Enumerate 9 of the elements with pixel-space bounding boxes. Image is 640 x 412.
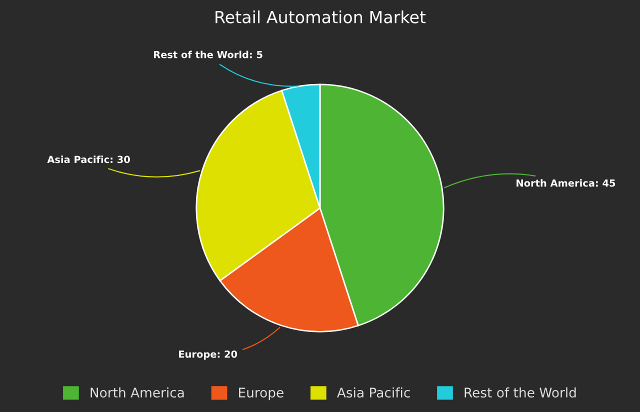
legend-label: Europe [239,388,284,400]
data-label: Rest of the World: 5 [154,50,262,58]
legend-label: Asia Pacific [337,387,410,398]
legend-label: Rest of the World [464,387,576,398]
data-label: North America: 45 [516,179,616,187]
data-label: Europe: 20 [179,350,238,360]
legend-label: North America [90,387,184,398]
data-label: Asia Pacific: 30 [47,156,130,164]
chart-title: Retail Automation Market [216,10,426,24]
